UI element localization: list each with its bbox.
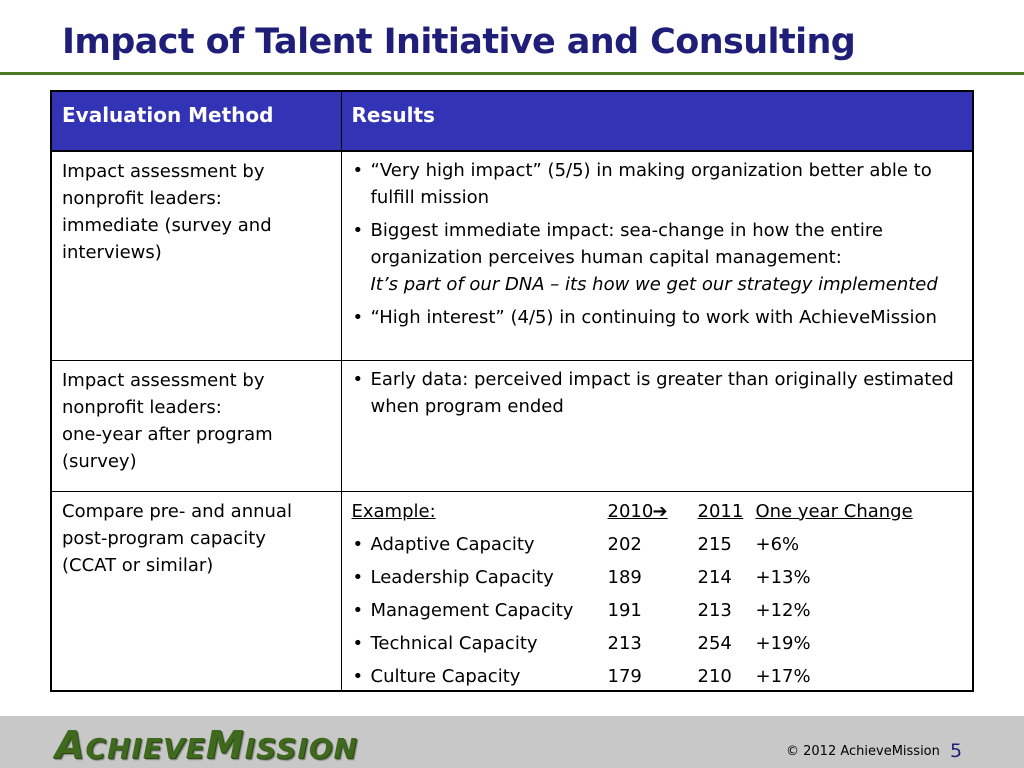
- bullet-line: “High interest” (4/5) in continuing to w…: [370, 307, 937, 328]
- list-item: • Culture Capacity 179 210 +17%: [352, 663, 963, 690]
- value-2010: 179: [607, 665, 642, 687]
- method-cell: Compare pre- and annual post-program cap…: [50, 490, 342, 692]
- bullet-line: Biggest immediate impact: sea-change in …: [370, 220, 883, 241]
- table-row: Impact assessment by nonprofit leaders: …: [50, 150, 974, 361]
- example-header: Example: 2010 ➔ 2011 One year Change: [352, 492, 963, 525]
- capacity-name: Culture Capacity: [370, 665, 521, 687]
- method-line: interviews): [62, 242, 162, 263]
- method-line: nonprofit leaders:: [62, 188, 222, 209]
- year-2010-label: 2010: [607, 500, 654, 522]
- value-2011: 215: [697, 533, 732, 555]
- bullet-line: “Very high impact” (5/5) in making organ…: [370, 160, 932, 181]
- bullet-line: Early data: perceived impact is greater …: [370, 368, 954, 390]
- method-line: nonprofit leaders:: [62, 396, 222, 418]
- table-header-row: Evaluation Method Results: [50, 90, 974, 152]
- list-item: • Adaptive Capacity 202 215 +6%: [352, 531, 963, 558]
- method-cell: Impact assessment by nonprofit leaders: …: [50, 359, 342, 492]
- example-label: Example:: [351, 500, 436, 522]
- method-line: Impact assessment by: [62, 369, 265, 391]
- value-2011: 213: [697, 599, 732, 621]
- list-item: “High interest” (4/5) in continuing to w…: [352, 304, 963, 331]
- method-line: (CCAT or similar): [62, 554, 214, 576]
- table-row: Impact assessment by nonprofit leaders: …: [50, 359, 974, 492]
- change-value: +12%: [755, 599, 811, 621]
- quote-line: It’s part of our DNA – its how we get ou…: [370, 274, 938, 295]
- capacity-name: Management Capacity: [370, 599, 574, 621]
- bullet-line: when program ended: [370, 395, 564, 417]
- evaluation-table: Evaluation Method Results Impact assessm…: [50, 90, 974, 692]
- method-line: (survey): [62, 450, 137, 472]
- title-divider: [0, 72, 1024, 75]
- copyright-text: © 2012 AchieveMission: [786, 744, 940, 759]
- list-item: Early data: perceived impact is greater …: [352, 366, 963, 420]
- slide-title: Impact of Talent Initiative and Consulti…: [62, 22, 856, 62]
- list-item: • Leadership Capacity 189 214 +13%: [352, 564, 963, 591]
- footer-bar: [0, 716, 1024, 768]
- capacity-list: • Adaptive Capacity 202 215 +6% • Leader…: [352, 531, 963, 690]
- bullet-line: organization perceives human capital man…: [370, 247, 842, 268]
- results-cell: Example: 2010 ➔ 2011 One year Change • A…: [340, 490, 974, 692]
- capacity-name: Leadership Capacity: [370, 566, 554, 588]
- header-evaluation-method: Evaluation Method: [50, 90, 342, 152]
- value-2010: 213: [607, 632, 642, 654]
- list-item: • Technical Capacity 213 254 +19%: [352, 630, 963, 657]
- method-cell: Impact assessment by nonprofit leaders: …: [50, 150, 342, 361]
- method-line: post-program capacity: [62, 527, 266, 549]
- method-line: Compare pre- and annual: [62, 500, 292, 522]
- value-2010: 189: [607, 566, 642, 588]
- method-line: Impact assessment by: [62, 161, 265, 182]
- change-value: +17%: [755, 665, 811, 687]
- value-2011: 254: [697, 632, 732, 654]
- value-2010: 191: [607, 599, 642, 621]
- year-2011-label: 2011: [697, 500, 744, 522]
- achievemission-logo: ACHIEVEMISSION: [55, 723, 358, 767]
- list-item: Biggest immediate impact: sea-change in …: [352, 217, 963, 298]
- list-item: • Management Capacity 191 213 +12%: [352, 597, 963, 624]
- results-cell: Early data: perceived impact is greater …: [340, 359, 974, 492]
- change-label: One year Change: [755, 500, 913, 522]
- capacity-name: Technical Capacity: [370, 632, 538, 654]
- list-item: “Very high impact” (5/5) in making organ…: [352, 157, 963, 211]
- method-line: immediate (survey and: [62, 215, 272, 236]
- bullet-line: fulfill mission: [370, 187, 490, 208]
- value-2011: 214: [697, 566, 732, 588]
- value-2010: 202: [607, 533, 642, 555]
- change-value: +13%: [755, 566, 811, 588]
- results-cell: “Very high impact” (5/5) in making organ…: [340, 150, 974, 361]
- change-value: +6%: [755, 533, 800, 555]
- method-line: one-year after program: [62, 423, 273, 445]
- right-arrow-icon: ➔: [652, 500, 668, 522]
- capacity-name: Adaptive Capacity: [370, 533, 535, 555]
- page-number: 5: [950, 740, 963, 762]
- results-list: “Very high impact” (5/5) in making organ…: [352, 152, 963, 331]
- header-results: Results: [340, 90, 974, 152]
- table-row: Compare pre- and annual post-program cap…: [50, 490, 974, 692]
- results-list: Early data: perceived impact is greater …: [352, 361, 963, 420]
- change-value: +19%: [755, 632, 811, 654]
- value-2011: 210: [697, 665, 732, 687]
